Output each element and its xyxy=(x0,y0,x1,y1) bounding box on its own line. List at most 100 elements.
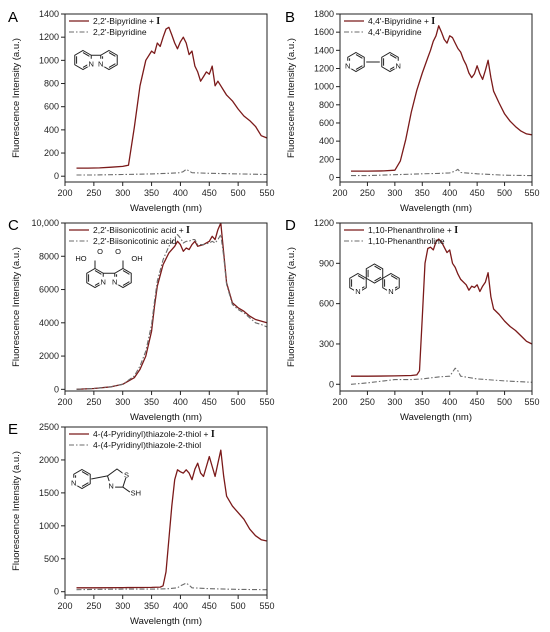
y-tick-label: 1500 xyxy=(39,488,59,498)
atom-label-bg xyxy=(77,253,85,262)
x-tick-label: 550 xyxy=(524,188,539,198)
x-tick-label: 450 xyxy=(202,188,217,198)
double-bond xyxy=(81,482,89,487)
legend-series-name: 4,4'-Bipyridine xyxy=(368,27,422,37)
panel-d: D 200 250 300 350 400 450 500 550 0 300 600 900 1200 W… xyxy=(285,217,540,423)
series-line-ligand xyxy=(76,582,267,591)
y-axis-title: Fluorescence Intensity (a.u.) xyxy=(11,247,22,367)
atom-label-bg xyxy=(133,253,141,262)
legend-label: 4-(4-Pyridinyl)thiazole-2-thiol xyxy=(93,440,201,450)
atom-label: N xyxy=(112,277,117,286)
panel-c: C 200 250 300 350 400 450 500 550 0 2000 4000 6000 80… xyxy=(8,217,275,423)
double-bond xyxy=(108,52,116,57)
y-tick-label: 500 xyxy=(44,554,59,564)
panel-b: B 200 250 300 350 400 450 500 550 0 200 400 600 800 10… xyxy=(285,9,540,214)
x-tick-label: 550 xyxy=(259,188,274,198)
double-bond xyxy=(94,270,102,275)
atom-label: S xyxy=(124,470,129,479)
double-bond xyxy=(81,471,89,476)
x-tick-label: 350 xyxy=(144,601,159,611)
y-tick-label: 800 xyxy=(44,79,59,89)
legend-label: 2,2'-Bipyridine + I xyxy=(93,16,160,27)
legend-compound-numeral: I xyxy=(454,225,458,236)
y-axis-title: Fluorescence Intensity (a.u.) xyxy=(11,38,22,158)
legend: 1,10-Phenanthroline + I1,10-Phenanthroli… xyxy=(344,225,458,246)
x-tick-label: 550 xyxy=(259,601,274,611)
legend-label: 4-(4-Pyridinyl)thiazole-2-thiol + I xyxy=(93,429,215,440)
atom-label-bg xyxy=(99,276,108,285)
panel-e: E 200 250 300 350 400 450 500 550 0 500 1000 1500 200… xyxy=(8,421,275,627)
legend-series-name: 2,2'-Biisonicotinic acid + xyxy=(93,225,186,235)
legend: 4-(4-Pyridinyl)thiazole-2-thiol + I4-(4-… xyxy=(69,429,215,450)
double-bond xyxy=(108,63,116,68)
molecule-structure: N N HO O O OH xyxy=(75,246,143,289)
atom-label-bg xyxy=(394,60,403,69)
double-bond xyxy=(390,275,398,280)
x-tick-label: 200 xyxy=(332,188,347,198)
y-tick-label: 2000 xyxy=(39,351,59,361)
pyridine-ring xyxy=(347,51,365,73)
y-tick-label: 2500 xyxy=(39,422,59,432)
y-axis-title: Fluorescence Intensity (a.u.) xyxy=(286,247,297,367)
atom-label-bg xyxy=(387,286,395,295)
legend-series-name: 4-(4-Pyridinyl)thiazole-2-thiol + xyxy=(93,429,211,439)
y-tick-label: 600 xyxy=(44,102,59,112)
atom-label: N xyxy=(388,287,393,296)
x-tick-label: 200 xyxy=(57,601,72,611)
x-tick-label: 350 xyxy=(415,188,430,198)
x-tick-label: 450 xyxy=(202,601,217,611)
x-tick-label: 300 xyxy=(387,397,402,407)
legend-label: 1,10-Phenanthroline + I xyxy=(368,225,458,236)
legend-label: 4,4'-Bipyridine xyxy=(368,27,422,37)
atom-label: O xyxy=(115,247,121,256)
y-tick-label: 0 xyxy=(54,587,59,597)
y-tick-label: 1000 xyxy=(314,82,334,92)
y-tick-label: 1600 xyxy=(314,27,334,37)
atom-label-bg xyxy=(343,60,352,69)
series-line-ligand xyxy=(351,168,532,177)
series-line-complex xyxy=(76,26,267,169)
series-line-complex xyxy=(76,449,267,589)
x-tick-label: 500 xyxy=(231,397,246,407)
y-tick-label: 1200 xyxy=(39,32,59,42)
legend-label: 2,2'-Biisonicotinic acid xyxy=(93,236,177,246)
y-tick-label: 1400 xyxy=(314,45,334,55)
atom-label-bg xyxy=(131,488,140,497)
legend-compound-numeral: I xyxy=(186,225,190,236)
series-line-complex xyxy=(351,25,532,172)
x-tick-label: 350 xyxy=(415,397,430,407)
x-tick-label: 350 xyxy=(144,188,159,198)
panel-letter: A xyxy=(8,9,18,26)
x-tick-label: 300 xyxy=(115,397,130,407)
x-tick-label: 450 xyxy=(470,397,485,407)
x-axis-title: Wavelength (nm) xyxy=(130,412,202,423)
y-tick-label: 300 xyxy=(319,339,334,349)
atom-label-bg xyxy=(96,246,104,255)
x-tick-label: 550 xyxy=(259,397,274,407)
atom-label-bg xyxy=(114,246,122,255)
plot-frame xyxy=(64,426,268,596)
y-tick-label: 400 xyxy=(319,136,334,146)
atom-label: N xyxy=(396,61,401,70)
atom-label: N xyxy=(345,61,350,70)
series-line-complex xyxy=(76,223,267,390)
x-tick-label: 300 xyxy=(115,188,130,198)
atom-label-bg xyxy=(107,481,116,490)
series-line-ligand xyxy=(350,367,532,385)
double-bond xyxy=(355,54,363,59)
molecule-structure: N S N SH xyxy=(69,468,141,498)
legend-series-name: 4-(4-Pyridinyl)thiazole-2-thiol xyxy=(93,440,201,450)
y-tick-label: 0 xyxy=(54,384,59,394)
legend-compound-numeral: I xyxy=(156,16,160,27)
atom-label: OH xyxy=(131,254,142,263)
atom-label: SH xyxy=(131,489,141,498)
phenanthroline-ring xyxy=(365,263,384,284)
legend: 2,2'-Bipyridine + I2,2'-Bipyridine xyxy=(69,16,160,37)
atom-label-bg xyxy=(354,286,362,295)
panel-letter: D xyxy=(285,217,296,234)
x-tick-label: 400 xyxy=(173,601,188,611)
series-line-complex xyxy=(351,238,532,377)
legend-series-name: 2,2'-Bipyridine xyxy=(93,27,147,37)
